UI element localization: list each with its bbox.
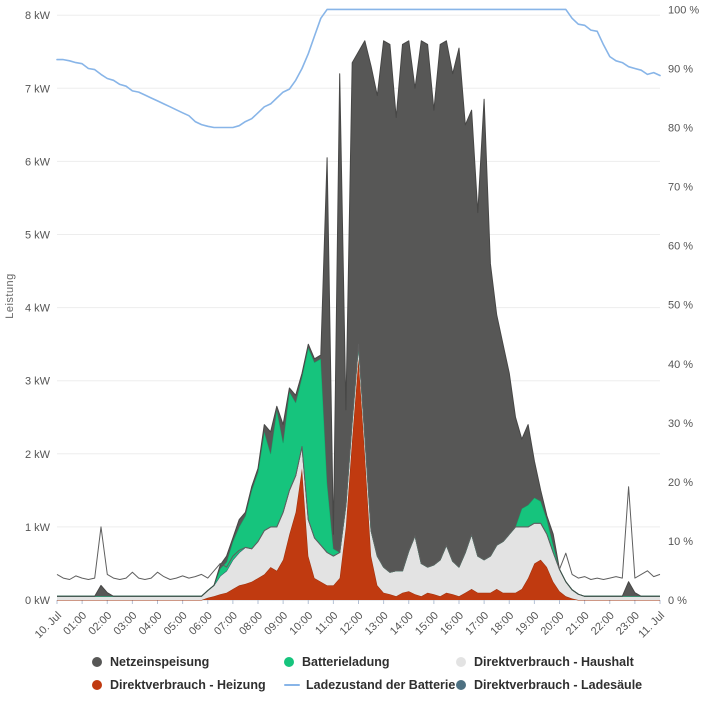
x-tick-label: 06:00 xyxy=(187,610,215,638)
x-tick-label: 15:00 xyxy=(413,610,441,638)
x-tick-label: 16:00 xyxy=(438,610,466,638)
x-tick-label: 21:00 xyxy=(564,610,592,638)
legend-label: Ladezustand der Batterie xyxy=(306,678,456,692)
y-axis-title: Leistung xyxy=(4,273,16,319)
y-right-tick-label: 90 % xyxy=(668,63,693,75)
legend-item-direktverbrauch-ladesaeule[interactable]: Direktverbrauch - Ladesäule xyxy=(456,678,713,692)
y-right-tick-label: 80 % xyxy=(668,123,693,135)
x-tick-label: 08:00 xyxy=(237,610,265,638)
x-tick-label: 18:00 xyxy=(488,610,516,638)
y-left-tick-label: 5 kW xyxy=(25,230,51,242)
y-right-tick-label: 70 % xyxy=(668,182,693,194)
y-left-tick-label: 1 kW xyxy=(25,522,51,534)
y-right-tick-label: 0 % xyxy=(668,595,687,607)
x-tick-label: 04:00 xyxy=(137,610,165,638)
x-tick-label: 17:00 xyxy=(463,610,491,638)
x-tick-label: 12:00 xyxy=(338,610,366,638)
x-tick-label: 10:00 xyxy=(287,610,315,638)
legend-label: Batterieladung xyxy=(302,655,390,669)
x-tick-label: 22:00 xyxy=(589,610,617,638)
area-heizung xyxy=(57,358,660,600)
legend-label: Direktverbrauch - Heizung xyxy=(110,678,266,692)
y-left-tick-label: 0 kW xyxy=(25,595,51,607)
y-left-tick-label: 8 kW xyxy=(25,10,51,22)
x-tick-label: 07:00 xyxy=(212,610,240,638)
area-netz xyxy=(57,40,660,597)
x-tick-label: 09:00 xyxy=(262,610,290,638)
legend-item-netzeinspeisung[interactable]: Netzeinspeisung xyxy=(92,655,284,669)
soc-line xyxy=(56,8,661,129)
x-tick-label: 05:00 xyxy=(162,610,190,638)
chart-legend: Netzeinspeisung Batterieladung Direktverbr… xyxy=(92,655,713,692)
legend-dot-marker xyxy=(92,657,102,667)
y-right-tick-label: 10 % xyxy=(668,536,693,548)
y-right-tick-label: 100 % xyxy=(668,4,699,16)
x-tick-label: 20:00 xyxy=(539,610,567,638)
x-tick-label: 11:00 xyxy=(313,610,340,637)
x-tick-label: 10. Jul xyxy=(33,610,64,641)
y-right-tick-label: 40 % xyxy=(668,359,693,371)
y-left-tick-label: 3 kW xyxy=(25,376,51,388)
legend-label: Netzeinspeisung xyxy=(110,655,210,669)
legend-item-ladezustand-der-batterie[interactable]: Ladezustand der Batterie xyxy=(284,678,456,692)
area-haushalt xyxy=(57,344,660,600)
x-tick-label: 13:00 xyxy=(363,610,391,638)
chart-canvas: 10. Jul01:0002:0003:0004:0005:0006:0007:… xyxy=(4,4,699,641)
legend-dot-marker xyxy=(284,657,294,667)
legend-item-direktverbrauch-haushalt[interactable]: Direktverbrauch - Haushalt xyxy=(456,655,713,669)
consumption-line xyxy=(56,343,661,580)
x-tick-label: 02:00 xyxy=(86,610,114,638)
x-tick-label: 03:00 xyxy=(112,610,140,638)
y-right-tick-label: 60 % xyxy=(668,241,693,253)
y-right-tick-label: 20 % xyxy=(668,477,693,489)
legend-line-marker xyxy=(284,684,300,686)
legend-dot-marker xyxy=(456,680,466,690)
x-tick-label: 11. Jul xyxy=(636,610,667,641)
legend-item-direktverbrauch-heizung[interactable]: Direktverbrauch - Heizung xyxy=(92,678,284,692)
legend-item-batterieladung[interactable]: Batterieladung xyxy=(284,655,456,669)
y-right-tick-label: 30 % xyxy=(668,418,693,430)
x-tick-label: 19:00 xyxy=(514,610,542,638)
y-left-tick-label: 2 kW xyxy=(25,449,51,461)
y-right-tick-label: 50 % xyxy=(668,300,693,312)
y-left-tick-label: 4 kW xyxy=(25,303,51,315)
legend-label: Direktverbrauch - Ladesäule xyxy=(474,678,643,692)
y-left-tick-label: 6 kW xyxy=(25,156,51,168)
legend-dot-marker xyxy=(456,657,466,667)
y-left-tick-label: 7 kW xyxy=(25,83,51,95)
legend-label: Direktverbrauch - Haushalt xyxy=(474,655,634,669)
x-tick-label: 14:00 xyxy=(388,610,416,638)
x-tick-label: 01:00 xyxy=(61,610,89,638)
legend-dot-marker xyxy=(92,680,102,690)
